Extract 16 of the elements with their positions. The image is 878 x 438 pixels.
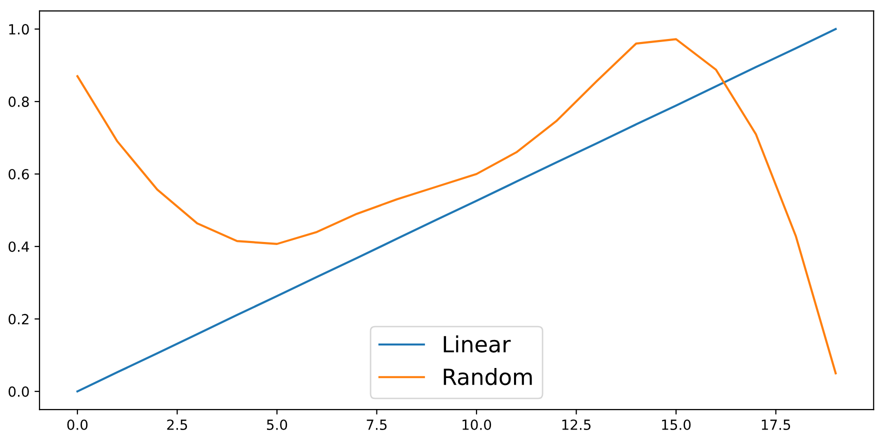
x-tick-label: 12.5	[562, 419, 591, 430]
x-tick-label: 5.0	[266, 419, 288, 430]
y-tick-label: 0.2	[8, 314, 28, 324]
legend-label: Random	[444, 368, 532, 386]
y-tick-label: 0.8	[8, 96, 29, 108]
x-tick-label: 17.5	[762, 420, 790, 430]
y-tick-label: 1.0	[9, 24, 29, 35]
x-tick-label: 15.0	[662, 419, 691, 430]
y-tick-label: 0.0	[8, 386, 29, 397]
x-tick-label: 2.5	[167, 419, 188, 430]
x-tick-label: 7.5	[366, 420, 387, 430]
x-tick-label: 10.0	[462, 419, 492, 430]
x-tick-label: 0.0	[67, 419, 88, 430]
legend-label: Linear	[444, 335, 511, 353]
y-tick-label: 0.6	[8, 168, 29, 180]
y-tick-label: 0.4	[8, 241, 30, 252]
